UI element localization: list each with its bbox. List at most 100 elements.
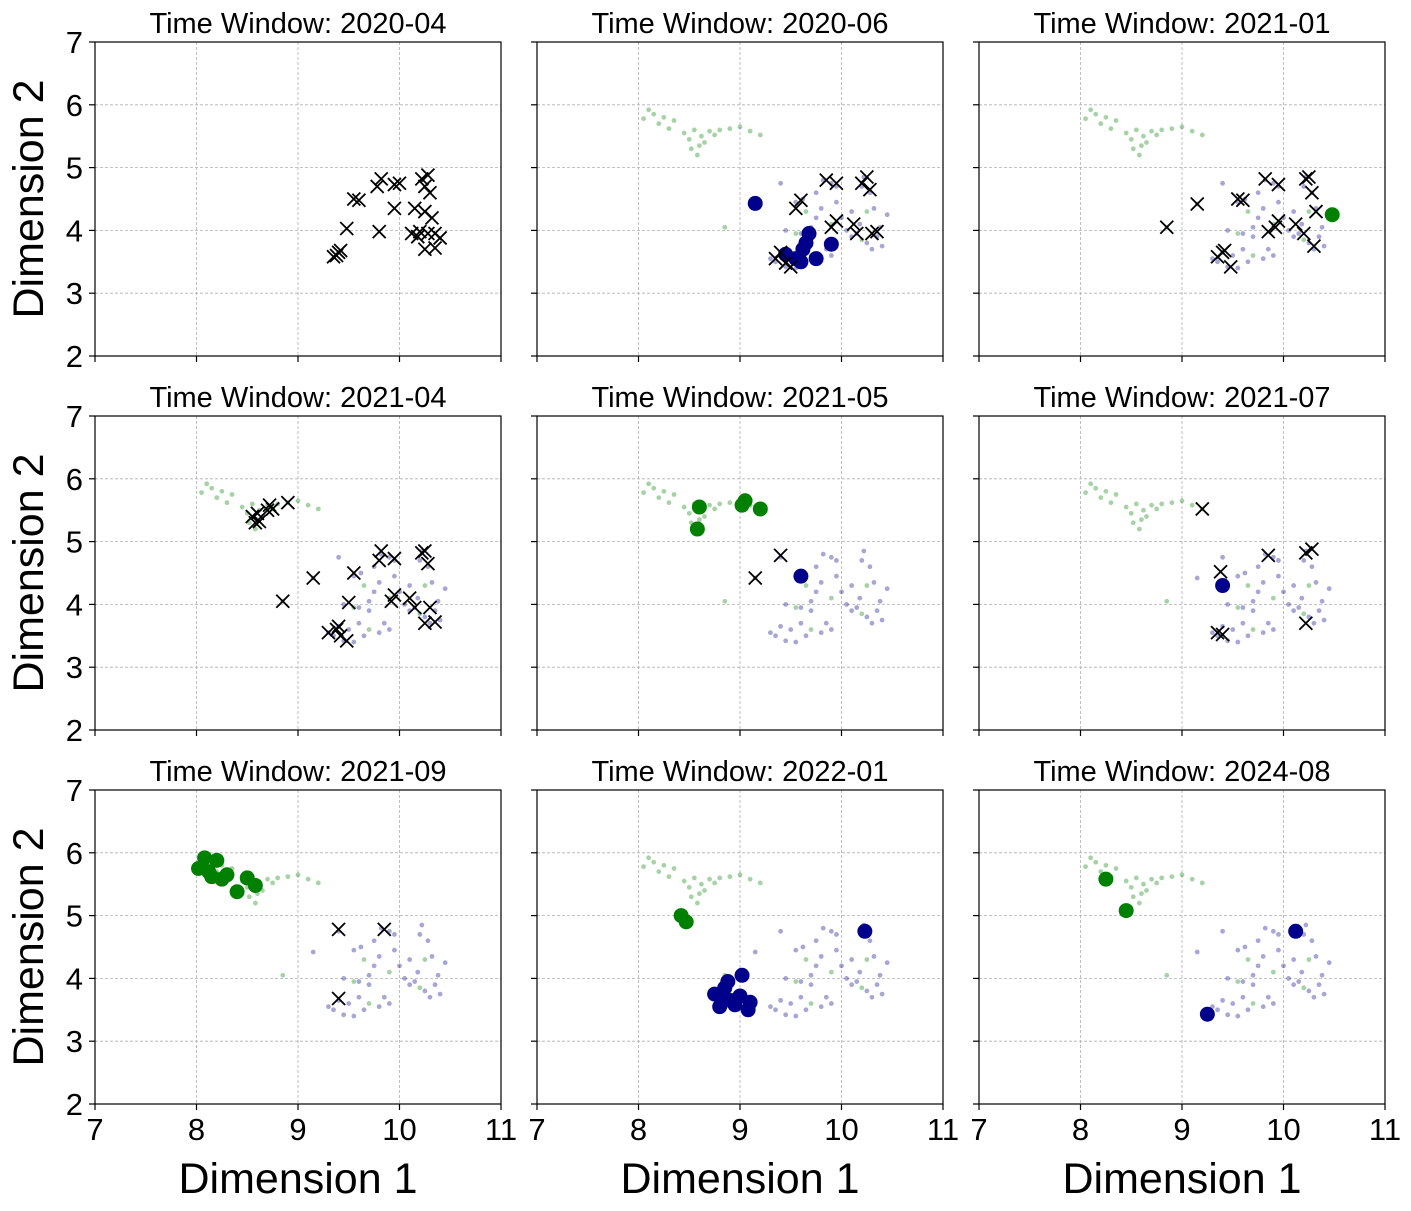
background-point-green: [661, 862, 667, 868]
x-marker: [339, 633, 354, 648]
panel-title: Time Window: 2021-01: [1033, 8, 1330, 40]
highlight-point-green: [691, 499, 707, 515]
background-point-green: [1088, 481, 1094, 487]
background-point-green: [1123, 130, 1129, 136]
background-point-green: [1270, 595, 1276, 601]
highlight-point-blue: [808, 251, 824, 267]
x-marker: [374, 171, 389, 187]
background-point-blue: [1262, 925, 1268, 931]
x-tick-label: 7: [528, 1112, 545, 1147]
x-marker-stroke: [351, 193, 367, 208]
x-marker: [331, 922, 346, 937]
x-tick-label: 9: [1173, 1112, 1190, 1147]
background-point-green: [1199, 132, 1205, 138]
background-point-blue: [1281, 963, 1286, 969]
x-tick-label: 7: [970, 1112, 987, 1147]
x-tick-label: 10: [382, 1112, 416, 1147]
x-marker: [280, 495, 295, 510]
background-point-green: [681, 878, 687, 884]
background-point-blue: [834, 932, 839, 937]
x-marker: [402, 590, 417, 606]
background-point-green: [1154, 132, 1160, 138]
background-point-blue: [392, 573, 397, 579]
background-point-green: [366, 627, 372, 632]
x-marker: [420, 226, 436, 241]
x-marker: [331, 991, 346, 1006]
background-point-blue: [783, 602, 789, 607]
x-marker-stroke: [1304, 185, 1320, 200]
background-point-green: [699, 881, 704, 887]
background-point-blue: [356, 994, 362, 1000]
x-marker-stroke: [374, 543, 389, 559]
highlight-point-blue: [1199, 1006, 1215, 1022]
background-point-green: [1133, 127, 1139, 133]
background-point-blue: [877, 972, 883, 978]
background-point-blue: [358, 944, 364, 950]
x-marker: [1215, 627, 1230, 642]
highlight-point-green: [247, 877, 263, 893]
background-point-blue: [861, 548, 867, 554]
x-marker: [346, 565, 361, 581]
background-point-green: [1113, 492, 1119, 497]
panel-title: Time Window: 2022-01: [591, 756, 888, 788]
background-point-green: [661, 488, 667, 494]
background-point-blue: [1291, 583, 1297, 588]
background-point-blue: [366, 972, 372, 978]
background-point-green: [1123, 878, 1129, 884]
x-marker-stroke: [252, 514, 267, 529]
background-point-green: [1128, 510, 1134, 516]
background-point-blue: [1220, 554, 1225, 560]
background-point-blue: [783, 638, 789, 644]
background-point-blue: [1260, 256, 1266, 262]
panel-title: Time Window: 2021-07: [1033, 382, 1330, 414]
background-point-blue: [417, 932, 423, 937]
x-marker-stroke: [773, 548, 788, 563]
x-marker-stroke: [417, 616, 433, 631]
background-point-blue: [857, 969, 863, 975]
x-marker: [1304, 185, 1320, 200]
x-marker-stroke: [346, 565, 361, 581]
background-point-green: [681, 504, 687, 510]
background-point-green: [1113, 118, 1119, 123]
background-point-blue: [857, 595, 863, 601]
data-points: [199, 481, 448, 648]
background-point-blue: [839, 963, 844, 969]
background-point-blue: [1303, 922, 1309, 928]
background-point-green: [280, 972, 286, 978]
background-point-blue: [1270, 1001, 1276, 1006]
x-marker: [374, 543, 389, 559]
background-point-blue: [1250, 598, 1256, 604]
background-point-blue: [1296, 979, 1302, 984]
x-marker: [1230, 191, 1245, 207]
x-marker: [829, 213, 844, 229]
x-marker: [1223, 259, 1238, 274]
x-marker: [260, 503, 275, 518]
background-point-blue: [429, 954, 435, 959]
background-point-green: [1093, 485, 1099, 491]
background-point-green: [1103, 488, 1109, 494]
x-marker-stroke: [248, 515, 263, 530]
background-point-blue: [1235, 639, 1241, 645]
background-point-green: [1154, 880, 1160, 886]
background-point-blue: [798, 605, 804, 610]
background-point-green: [737, 124, 743, 130]
background-point-blue: [1265, 620, 1271, 626]
background-point-green: [747, 128, 753, 134]
background-point-blue: [376, 954, 382, 959]
x-marker-stroke: [407, 201, 422, 216]
background-point-blue: [877, 598, 883, 604]
background-point-green: [691, 127, 697, 133]
x-marker-stroke: [864, 226, 880, 241]
panel-4: 2 3 4 5 6 7 Time Window: 2021-04 Dimension 2: [5, 382, 502, 748]
background-point-green: [864, 957, 870, 962]
background-point-blue: [1255, 190, 1261, 196]
background-point-green: [1093, 859, 1099, 865]
background-point-green: [1301, 237, 1307, 243]
x-marker: [1306, 238, 1322, 254]
x-tick-label: 11: [1369, 1112, 1401, 1147]
background-point-blue: [435, 972, 441, 978]
background-point-green: [1245, 957, 1251, 962]
x-marker-stroke: [387, 587, 402, 603]
background-point-green: [1113, 866, 1119, 871]
background-point-green: [641, 116, 646, 122]
